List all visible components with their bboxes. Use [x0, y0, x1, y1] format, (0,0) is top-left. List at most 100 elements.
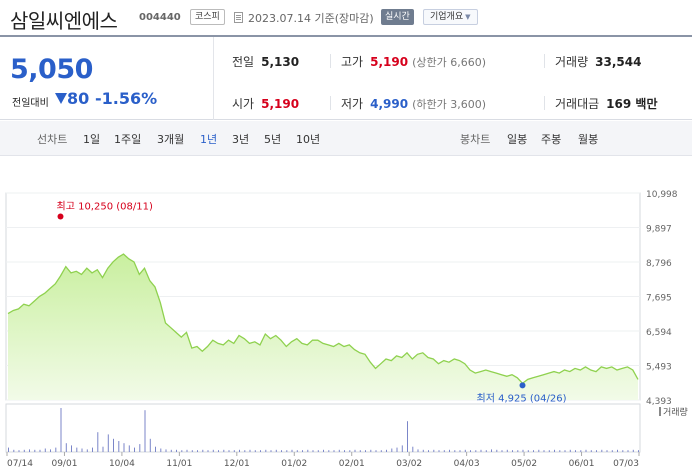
- volume-bar: [139, 444, 141, 452]
- volume-bar: [102, 446, 104, 452]
- period-tab-5y[interactable]: 5년: [264, 133, 282, 146]
- volume-bar: [554, 449, 555, 452]
- prev-close-label: 전일: [232, 55, 255, 69]
- open-value: 5,190: [261, 97, 300, 111]
- volume-bar: [317, 450, 319, 452]
- candle-tab-monthly[interactable]: 월봉: [578, 133, 599, 146]
- x-axis-labels: 07/14 09/01 10/04 11/01 12/01 01/02 02/01 03/02…: [6, 452, 640, 469]
- y-axis-labels: 10,998 9,897 8,796 7,695 6,594 5,493 4,393: [646, 190, 678, 407]
- volume-bar: [233, 450, 235, 452]
- price-chart[interactable]: 10,998 9,897 8,796 7,695 6,594 5,493 4,393 최고 …: [0, 156, 692, 471]
- volume-legend-icon: [659, 407, 661, 416]
- change-label: 전일대비: [12, 98, 49, 109]
- volume-bar: [344, 450, 345, 452]
- volume-bar: [18, 450, 20, 452]
- volume-bar: [375, 450, 377, 452]
- divider: [544, 96, 545, 110]
- period-tab-1d[interactable]: 1일: [83, 133, 101, 146]
- candle-tab-daily[interactable]: 일봉: [507, 133, 528, 146]
- volume-bar: [275, 449, 277, 452]
- min-label: 최저 4,925 (04/26): [477, 392, 567, 404]
- period-tab-3m[interactable]: 3개월: [157, 133, 185, 146]
- volume-bar: [622, 450, 624, 452]
- volume-bar: [34, 449, 36, 452]
- volume-bar: [323, 449, 324, 452]
- volume-bar: [580, 450, 582, 452]
- volume-bar: [396, 447, 398, 452]
- volume-bar: [13, 449, 15, 452]
- max-point: [57, 213, 64, 220]
- down-triangle-icon: [55, 93, 67, 104]
- volume-bar: [312, 450, 314, 452]
- volume-bar: [218, 450, 219, 452]
- volume-bar: [617, 449, 618, 452]
- volume-bar: [181, 450, 183, 452]
- volume-bar: [485, 450, 487, 452]
- volume-bar: [44, 448, 46, 452]
- y-tick-label: 6,594: [646, 328, 672, 338]
- volume-bar: [296, 450, 298, 452]
- volume-bar: [8, 447, 9, 452]
- volume-bar: [71, 445, 72, 452]
- volume-bar: [144, 410, 146, 452]
- period-tab-10y[interactable]: 10년: [296, 133, 321, 146]
- volume-bar: [601, 449, 603, 452]
- volume-bar: [202, 449, 204, 452]
- period-tab-1y[interactable]: 1년: [200, 133, 218, 146]
- volume-bar: [107, 434, 109, 452]
- volume-bar: [270, 450, 272, 452]
- realtime-button[interactable]: 실시간: [381, 9, 414, 25]
- volume-bar: [533, 450, 534, 452]
- volume-bar: [76, 447, 78, 452]
- volume-bar: [443, 450, 445, 452]
- period-tab-1w[interactable]: 1주일: [114, 133, 142, 146]
- price-line: [7, 253, 639, 385]
- prev-close-value: 5,130: [261, 55, 300, 69]
- volume-bar: [506, 449, 508, 452]
- volume-bar: [380, 450, 382, 452]
- x-tick-label: 02/01: [339, 459, 365, 469]
- y-tick-label: 5,493: [646, 363, 672, 373]
- x-tick-label: 10/04: [109, 459, 135, 469]
- volume-bar: [155, 446, 156, 452]
- amount-label: 거래대금: [555, 97, 600, 111]
- market-badge: 코스피: [190, 9, 225, 25]
- volume-bar: [412, 446, 414, 452]
- volume-bar: [590, 450, 592, 452]
- candle-tab-weekly[interactable]: 주봉: [541, 133, 562, 146]
- volume-bar: [254, 450, 256, 452]
- volume-bar: [365, 450, 366, 452]
- prev-close-stat: 전일 5,130: [232, 53, 299, 70]
- volume-bar: [55, 447, 57, 452]
- volume-bar: [454, 450, 456, 452]
- low-label: 저가: [341, 97, 364, 111]
- volume-bar: [354, 449, 356, 452]
- x-tick-label: 03/02: [396, 459, 422, 469]
- x-tick-label: 04/03: [454, 459, 480, 469]
- volume-bar: [212, 449, 214, 452]
- volume-bar: [249, 449, 251, 452]
- base-date: 2023.07.14 기준(장마감): [248, 12, 374, 25]
- volume-bar: [370, 449, 372, 452]
- volume-bar: [302, 450, 303, 452]
- volume-bar: [417, 449, 419, 452]
- company-info-label: 기업개요: [430, 12, 464, 22]
- volume-bar: [113, 438, 114, 452]
- volume-bar: [538, 449, 540, 452]
- upper-limit: (상한가 6,660): [412, 56, 486, 69]
- volume-bar: [92, 447, 93, 452]
- volume-bar: [548, 450, 550, 452]
- volume-bar: [391, 448, 393, 452]
- volume-bar: [611, 450, 613, 452]
- document-icon: [234, 12, 243, 23]
- line-chart-label: 선차트: [37, 133, 68, 146]
- volume-bars: [8, 408, 639, 452]
- amount-value: 169 백만: [606, 97, 658, 111]
- volume-bar: [86, 449, 88, 452]
- company-info-button[interactable]: 기업개요 ▼: [423, 9, 478, 25]
- x-tick-label: 09/01: [51, 459, 77, 469]
- volume-bar: [359, 450, 361, 452]
- period-tab-3y[interactable]: 3년: [232, 133, 250, 146]
- divider: [330, 96, 331, 110]
- volume-bar: [496, 449, 498, 452]
